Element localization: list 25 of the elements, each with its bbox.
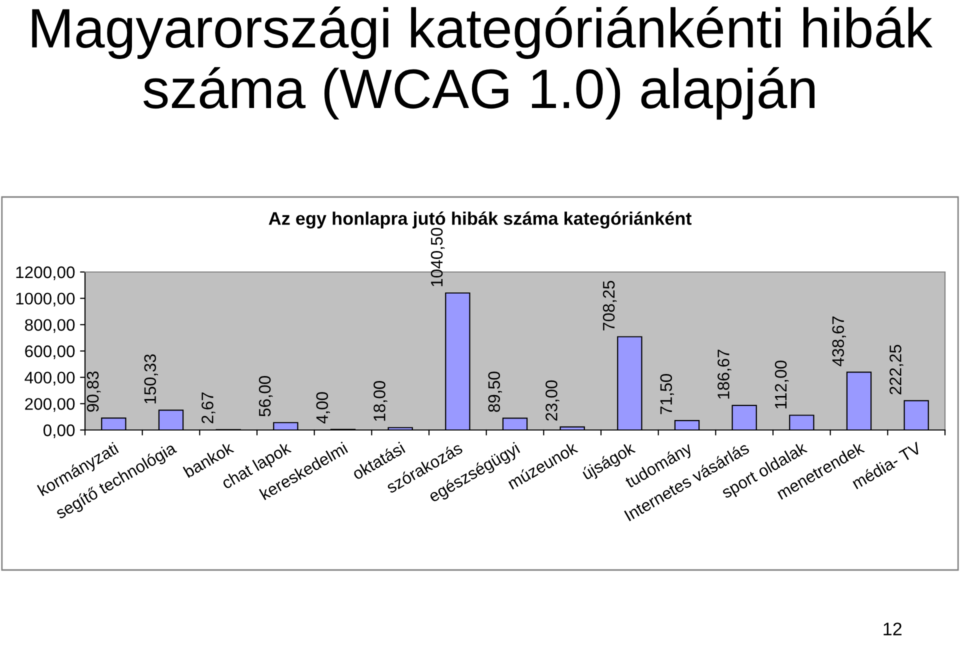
data-label: 222,25 bbox=[890, 344, 904, 394]
text: 12 bbox=[884, 622, 902, 636]
data-label: 150,33 bbox=[144, 354, 158, 404]
data-label: 56,00 bbox=[258, 376, 273, 416]
data-label: 90,83 bbox=[86, 372, 101, 412]
y-tick-label: 0,00 bbox=[43, 424, 75, 438]
data-label: 112,00 bbox=[774, 360, 789, 408]
data-label: 438,67 bbox=[832, 316, 846, 366]
y-tick-label: 1000,00 bbox=[16, 292, 75, 307]
data-label: 2,67 bbox=[202, 392, 216, 424]
y-tick-label: 800,00 bbox=[25, 319, 75, 333]
data-label: 186,67 bbox=[718, 350, 732, 399]
data-label: 18,00 bbox=[374, 381, 388, 421]
data-label: 71,50 bbox=[660, 374, 674, 414]
data-label: 4,00 bbox=[316, 392, 330, 424]
data-label: 23,00 bbox=[546, 380, 560, 421]
y-tick-label: 1200,00 bbox=[16, 266, 75, 280]
chart-subtitle: Magyarországi kategóriánkénti hibák száma (WCAG 1.0) alapján bbox=[32, 6, 933, 120]
y-tick-label: 600,00 bbox=[25, 345, 75, 360]
y-tick-label: 400,00 bbox=[24, 372, 75, 386]
chart-title: Az egy honlapra jutó hibák száma kategóriánként bbox=[268, 211, 692, 229]
data-label: 1040,50 bbox=[430, 228, 445, 286]
data-label: 708,25 bbox=[602, 280, 617, 330]
y-tick-label: 200,00 bbox=[25, 398, 75, 412]
data-label: 89,50 bbox=[488, 372, 502, 412]
